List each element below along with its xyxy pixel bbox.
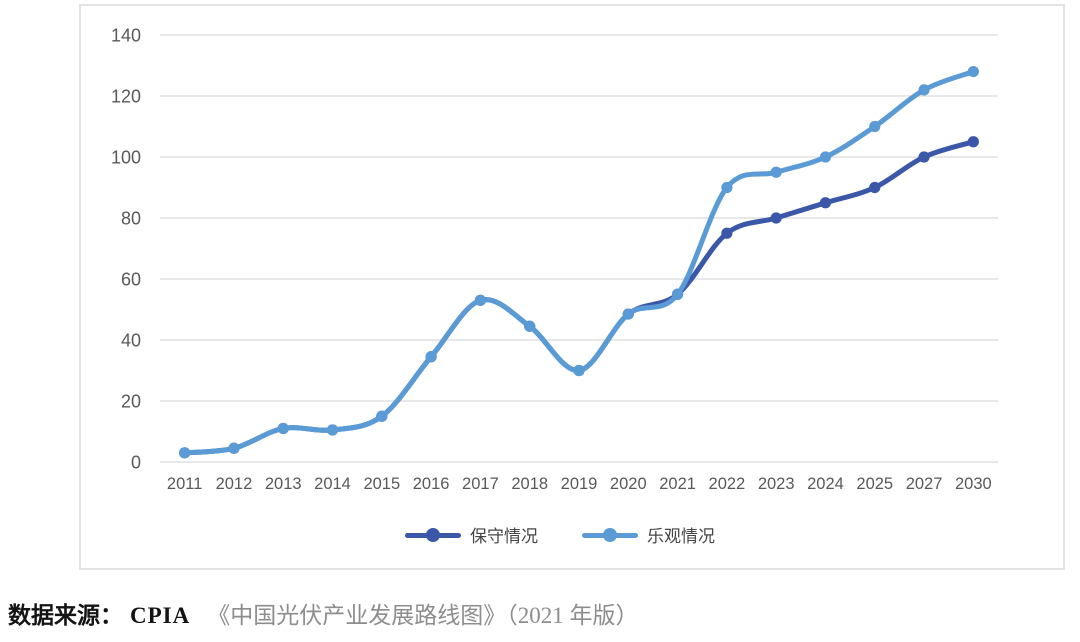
chart-frame — [79, 4, 1065, 570]
data-point-marker — [770, 212, 782, 224]
chart-canvas: 0 20 40 60 80 100 120 140 2011 2012 2013 2014 2015 20… — [111, 26, 998, 493]
x-axis-tick-label: 2024 — [807, 475, 844, 493]
x-axis-tick-label: 2013 — [265, 475, 302, 493]
data-point-marker — [721, 181, 733, 194]
legend-dot-conservative — [426, 527, 440, 542]
y-axis-tick-label: 80 — [121, 209, 141, 229]
legend-marker-optimistic-icon — [582, 527, 638, 542]
data-point-marker — [622, 308, 634, 320]
data-point-marker — [967, 66, 979, 78]
legend-item-conservative: 保守情况 — [405, 522, 538, 547]
y-axis-tick-label: 20 — [121, 392, 141, 412]
data-point-marker — [179, 447, 191, 459]
legend-label-conservative: 保守情况 — [470, 527, 538, 546]
x-axis-tick-label: 2015 — [363, 475, 400, 493]
x-axis-tick-label: 2012 — [216, 475, 253, 493]
y-axis-tick-label: 0 — [131, 453, 141, 473]
y-axis-tick-label: 120 — [111, 87, 141, 107]
x-axis-tick-label: 2023 — [758, 475, 795, 493]
data-point-marker — [967, 136, 979, 148]
data-point-marker — [671, 288, 684, 300]
data-point-marker — [918, 151, 930, 163]
chart-legend: 保守情况 乐观情况 — [80, 522, 1040, 547]
y-axis-tick-label: 140 — [111, 26, 141, 46]
data-point-marker — [819, 151, 832, 163]
x-axis-tick-label: 2025 — [856, 475, 893, 493]
source-note: 数据来源： CPIA 《中国光伏产业发展路线图》（2021 年版） — [8, 596, 638, 630]
data-point-marker — [326, 424, 339, 436]
x-axis-tick-label: 2030 — [955, 475, 992, 493]
x-axis-tick-label: 2011 — [167, 475, 202, 493]
x-axis-tick-label: 2014 — [314, 475, 351, 493]
x-axis-tick-label: 2020 — [610, 475, 647, 493]
data-point-marker — [573, 364, 585, 377]
x-axis-tick-label: 2027 — [906, 475, 943, 493]
y-axis-tick-label: 40 — [121, 331, 141, 351]
x-axis-tick-label: 2019 — [561, 475, 598, 493]
series-line-0 — [182, 139, 976, 456]
legend-label-optimistic: 乐观情况 — [647, 527, 715, 546]
source-note-agency: CPIA — [130, 603, 191, 628]
legend-marker-conservative-icon — [405, 527, 461, 542]
x-axis-tick-label: 2022 — [709, 475, 746, 493]
data-point-marker — [376, 410, 388, 422]
data-point-marker — [425, 351, 437, 363]
data-point-marker — [721, 227, 733, 239]
data-point-marker — [918, 84, 930, 96]
data-point-marker — [869, 181, 881, 194]
y-axis-tick-label: 60 — [121, 270, 141, 290]
data-point-marker — [770, 166, 782, 178]
data-point-marker — [819, 197, 832, 209]
legend-item-optimistic: 乐观情况 — [582, 522, 715, 547]
x-axis-tick-label: 2017 — [462, 475, 499, 493]
source-note-reference: 《中国光伏产业发展路线图》（2021 年版） — [207, 603, 639, 628]
source-note-label: 数据来源： — [8, 603, 123, 628]
legend-dot-optimistic — [603, 527, 617, 542]
x-axis-tick-label: 2021 — [659, 475, 696, 493]
x-axis-tick-label: 2016 — [413, 475, 450, 493]
y-axis-tick-label: 100 — [111, 148, 141, 168]
data-point-marker — [474, 294, 487, 306]
series-line-1 — [182, 69, 976, 456]
data-point-marker — [228, 442, 240, 454]
data-point-marker — [869, 120, 881, 133]
data-point-marker — [277, 422, 289, 435]
x-axis-tick-label: 2018 — [511, 475, 548, 493]
data-point-marker — [524, 320, 536, 332]
